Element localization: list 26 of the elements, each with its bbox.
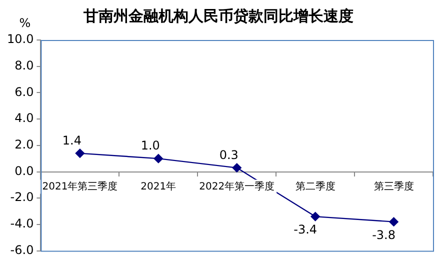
- point: [232, 163, 242, 172]
- y-tick-label: 10.0: [7, 32, 34, 46]
- data-label: 0.3: [219, 148, 238, 162]
- point: [154, 154, 164, 164]
- point: [310, 212, 320, 222]
- data-label: -3.8: [372, 228, 396, 242]
- x-tick-label: 2021年: [140, 180, 176, 192]
- chart-title: 甘南州金融机构人民币贷款同比增长速度: [82, 6, 354, 25]
- point: [75, 148, 85, 158]
- y-tick-label: -2.0: [10, 190, 34, 204]
- y-axis-title: %: [19, 16, 31, 30]
- point: [389, 217, 398, 226]
- y-tick-label: -4.0: [10, 216, 34, 231]
- y-tick-label: -6.0: [10, 242, 34, 257]
- y-tick-label: 8.0: [14, 58, 34, 72]
- data-label: 1.0: [140, 138, 160, 153]
- x-tick-label: 2021年第三季度: [42, 180, 118, 192]
- x-tick-label: 第二季度: [295, 180, 336, 192]
- x-tick-label: 第三季度: [374, 180, 414, 192]
- y-tick-label: 4.0: [14, 111, 34, 126]
- y-tick-label: 2.0: [14, 138, 34, 152]
- y-tick-label: 6.0: [14, 84, 34, 99]
- data-label: -3.4: [294, 222, 318, 237]
- data-label: 1.4: [62, 133, 82, 148]
- y-tick-label: 0.0: [14, 164, 34, 178]
- x-tick-label: 2022年第一季度: [199, 180, 275, 192]
